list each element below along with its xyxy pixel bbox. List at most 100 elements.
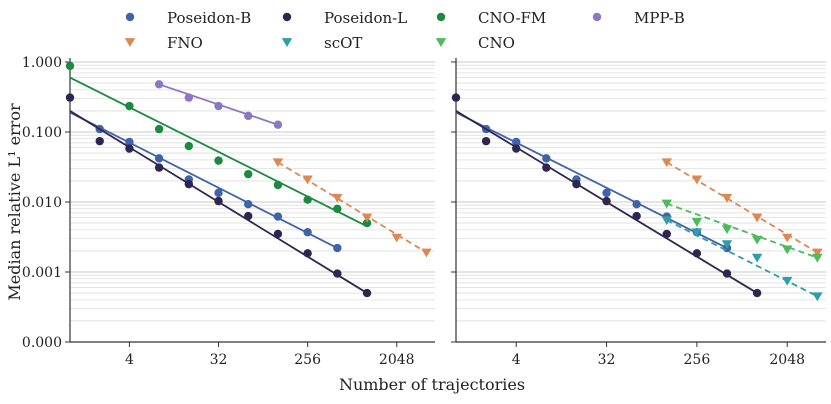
- fit-line-cno-fm: [69, 76, 368, 228]
- data-point-cno: [751, 235, 763, 245]
- fit-line-fno: [277, 161, 427, 254]
- data-point-fno: [782, 233, 793, 243]
- fit-line-poseidon-b: [69, 111, 338, 249]
- data-point-poseidon-l: [512, 144, 521, 153]
- data-point-mpp-b: [154, 80, 164, 89]
- data-point-poseidon-l: [273, 229, 283, 239]
- data-point-mpp-b: [273, 120, 283, 129]
- grid: [456, 61, 826, 343]
- panel-right: 4 32 256 2048: [451, 58, 826, 368]
- x-tick-label: 256: [684, 352, 711, 368]
- legend-marker-poseidon-l: [282, 12, 292, 22]
- legend-marker-scot: [281, 38, 293, 47]
- data-point-fno: [361, 213, 373, 223]
- data-point-cno: [812, 253, 823, 263]
- data-point-poseidon-l: [184, 179, 194, 189]
- data-point-fno: [391, 233, 402, 243]
- legend-marker-fno: [124, 38, 136, 47]
- legend-label-scot: scOT: [324, 34, 362, 52]
- data-point-poseidon-l: [214, 196, 223, 206]
- data-point-poseidon-b: [154, 154, 164, 163]
- legend-item-scot: scOT: [281, 34, 362, 52]
- data-point-poseidon-l: [154, 163, 164, 172]
- data-point-cno: [661, 199, 672, 209]
- x-tick-label: 4: [125, 352, 134, 368]
- data-point-poseidon-l: [244, 211, 253, 221]
- data-point-poseidon-l: [333, 269, 342, 278]
- data-point-poseidon-l: [632, 211, 641, 221]
- series-mpp-b: [154, 80, 283, 129]
- fit-line-scot: [666, 219, 818, 298]
- data-point-poseidon-b: [244, 200, 253, 209]
- data-point-cno: [691, 217, 703, 227]
- legend-item-poseidon-b: Poseidon-B: [125, 9, 251, 27]
- data-point-poseidon-l: [303, 249, 312, 258]
- data-point-cno-fm: [303, 195, 312, 204]
- data-point-poseidon-l: [125, 144, 134, 153]
- data-point-poseidon-l: [662, 229, 671, 239]
- legend-item-cno-fm: CNO-FM: [436, 9, 546, 27]
- data-point-mpp-b: [184, 93, 194, 102]
- data-point-mpp-b: [244, 111, 253, 121]
- data-point-poseidon-b: [602, 188, 611, 198]
- data-point-fno: [421, 248, 432, 258]
- x-tick-label: 4: [512, 352, 521, 368]
- data-point-poseidon-b: [632, 200, 641, 209]
- data-point-mpp-b: [214, 101, 223, 111]
- series-cno: [661, 199, 823, 263]
- data-point-cno: [721, 225, 733, 235]
- y-tick-label: 0.001: [22, 265, 62, 281]
- data-point-cno-fm: [214, 156, 223, 165]
- data-point-scot: [782, 276, 793, 286]
- data-point-scot: [661, 216, 672, 226]
- series-poseidon-l: [451, 93, 762, 298]
- data-point-poseidon-l: [451, 93, 461, 102]
- data-point-poseidon-l: [752, 288, 762, 298]
- data-point-poseidon-b: [273, 212, 283, 221]
- series-fno: [272, 158, 432, 258]
- data-point-poseidon-l: [692, 249, 702, 258]
- data-point-poseidon-b: [303, 228, 312, 237]
- data-point-fno: [721, 193, 733, 203]
- data-point-fno: [661, 158, 672, 168]
- x-tick-label: 32: [210, 352, 228, 368]
- y-tick-label: 0.100: [22, 125, 62, 141]
- legend-item-cno: CNO: [435, 34, 515, 52]
- x-axis-label: Number of trajectories: [339, 375, 525, 394]
- legend-item-fno: FNO: [124, 34, 203, 52]
- x-tick-label: 256: [294, 352, 321, 368]
- legend-label-poseidon-l: Poseidon-L: [324, 9, 407, 27]
- data-point-fno: [332, 193, 343, 203]
- data-point-cno-fm: [184, 141, 194, 151]
- data-point-fno: [691, 175, 703, 185]
- data-point-poseidon-l: [572, 179, 581, 189]
- series-poseidon-b: [69, 111, 342, 253]
- y-axis-label: Median relative L¹ error: [5, 103, 24, 301]
- data-point-poseidon-l: [95, 136, 104, 146]
- data-point-poseidon-b: [542, 154, 551, 163]
- data-point-cno-fm: [362, 218, 372, 228]
- legend-marker-poseidon-b: [125, 12, 135, 22]
- legend-label-mpp-b: MPP-B: [634, 9, 685, 27]
- panel-left: 4 32 256 2048 1.000 0.100 0.010 0.001 0.000: [22, 55, 435, 368]
- data-point-scot: [812, 292, 823, 302]
- y-tick-label: 0.000: [22, 335, 62, 351]
- data-point-poseidon-l: [542, 163, 551, 172]
- data-point-poseidon-l: [362, 288, 372, 298]
- legend-label-fno: FNO: [167, 34, 203, 52]
- data-point-poseidon-b: [333, 243, 342, 253]
- legend: Poseidon-B Poseidon-L CNO-FM MPP-B FNO scOT CN…: [124, 9, 685, 52]
- data-point-poseidon-b: [125, 137, 134, 147]
- data-point-scot: [751, 253, 763, 263]
- y-tick-label: 0.010: [22, 195, 62, 211]
- x-tick-label: 2048: [379, 352, 415, 368]
- legend-label-poseidon-b: Poseidon-B: [167, 9, 251, 27]
- x-tick-label: 2048: [769, 352, 805, 368]
- data-point-poseidon-l: [602, 196, 611, 206]
- series-fno: [661, 158, 823, 258]
- data-point-poseidon-b: [214, 188, 223, 198]
- data-point-scot: [691, 228, 703, 238]
- legend-marker-mpp-b: [592, 12, 602, 22]
- data-point-fno: [302, 175, 313, 185]
